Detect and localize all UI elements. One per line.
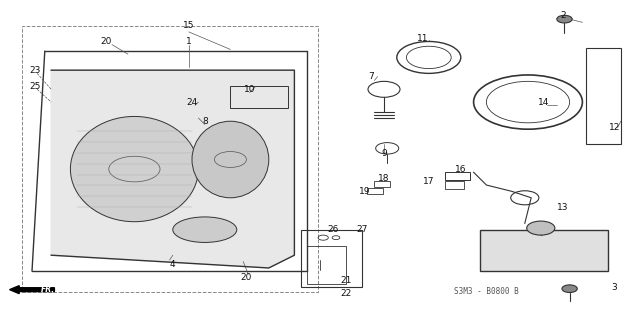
Text: 13: 13 (557, 203, 569, 212)
Text: 21: 21 (340, 276, 351, 285)
Polygon shape (51, 70, 294, 268)
Text: 1: 1 (186, 37, 191, 46)
Text: 3: 3 (612, 283, 617, 292)
Text: 12: 12 (609, 123, 620, 132)
Text: 18: 18 (378, 174, 390, 183)
Text: 24: 24 (186, 98, 198, 107)
Ellipse shape (173, 217, 237, 242)
Bar (22, 26, 318, 292)
Text: 25: 25 (29, 82, 41, 91)
Text: S3M3 - B0800 B: S3M3 - B0800 B (454, 287, 519, 296)
Text: 15: 15 (183, 21, 195, 30)
Bar (307, 246, 346, 284)
Text: 2: 2 (561, 11, 566, 20)
Text: 19: 19 (359, 187, 371, 196)
Bar (445, 181, 464, 189)
Circle shape (562, 285, 577, 293)
Text: 23: 23 (29, 66, 41, 75)
FancyArrow shape (10, 286, 54, 293)
Text: 17: 17 (423, 177, 435, 186)
Text: 27: 27 (356, 225, 367, 234)
Bar (374, 181, 390, 187)
Circle shape (527, 221, 555, 235)
Text: 20: 20 (100, 37, 111, 46)
Text: 16: 16 (455, 165, 467, 174)
Text: 4: 4 (170, 260, 175, 269)
Text: 26: 26 (327, 225, 339, 234)
Text: FR.: FR. (41, 285, 55, 294)
Bar (301, 230, 362, 287)
Text: 22: 22 (340, 289, 351, 298)
Bar (230, 86, 288, 108)
Bar (586, 48, 621, 144)
Bar (445, 172, 470, 180)
Ellipse shape (70, 116, 198, 222)
Circle shape (557, 15, 572, 23)
Text: 20: 20 (241, 273, 252, 282)
Text: 7: 7 (369, 72, 374, 81)
Text: 9: 9 (381, 149, 387, 158)
Text: 14: 14 (538, 98, 550, 107)
Text: 11: 11 (417, 34, 428, 43)
Bar (480, 230, 608, 271)
Text: 10: 10 (244, 85, 255, 94)
Text: 8: 8 (202, 117, 207, 126)
Ellipse shape (192, 121, 269, 198)
Bar (367, 188, 383, 194)
